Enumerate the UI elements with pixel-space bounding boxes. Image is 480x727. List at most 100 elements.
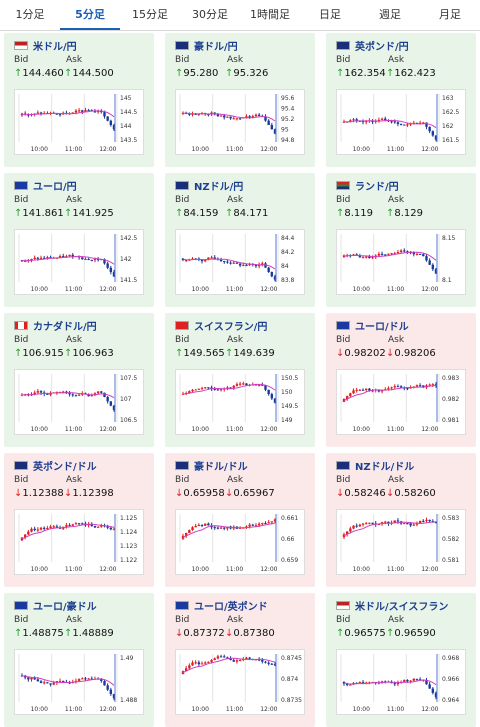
mini-chart[interactable]: 84.4 84.2 84 83.8 10:00 11:00 12:00	[175, 229, 305, 295]
chart-svg: 145 144.5 144 143.5 10:00 11:00 12:00	[18, 94, 137, 153]
mini-chart[interactable]: 163 162.5 162 161.5 10:00 11:00 12:00	[336, 89, 466, 155]
mini-chart[interactable]: 8.15 8.1 10:00 11:00 12:00	[336, 229, 466, 295]
pair-card[interactable]: NZドル/ドル Bid Ask ↓0.58246 ↓0.58260 0.583 0.582 0…	[326, 453, 476, 587]
mini-chart[interactable]: 0.968 0.966 0.964 10:00 11:00 12:00	[336, 649, 466, 715]
pair-name[interactable]: ユーロ/英ポンド	[175, 598, 268, 613]
candle-body	[100, 679, 103, 682]
pair-card[interactable]: ユーロ/円 Bid Ask ↑141.861 ↑141.925 142.5 142 141.5…	[4, 173, 154, 307]
tab-4[interactable]: 1時間足	[250, 8, 290, 21]
pair-name[interactable]: ユーロ/豪ドル	[14, 598, 97, 613]
pair-name[interactable]: 米ドル/スイスフラン	[336, 598, 449, 613]
candle-body	[365, 388, 368, 391]
eu-flag-icon	[175, 600, 189, 610]
ask-price: 1.48889	[72, 628, 114, 639]
pair-card[interactable]: 英ポンド/ドル Bid Ask ↓1.12388 ↓1.12398 1.125 1.124 1…	[4, 453, 154, 587]
down-arrow-icon: ↓	[336, 348, 345, 359]
mini-chart[interactable]: 0.8745 0.874 0.8735 10:00 11:00 12:00	[175, 649, 305, 715]
mini-chart[interactable]: 95.6 95.4 95.2 95 94.8 10:00 11:00 12:00	[175, 89, 305, 155]
mini-chart[interactable]: 0.983 0.982 0.981 10:00 11:00 12:00	[336, 369, 466, 435]
x-tick-label: 10:00	[353, 566, 370, 573]
x-tick-label: 12:00	[260, 426, 277, 433]
candle-body	[223, 261, 226, 263]
tab-5[interactable]: 日足	[319, 8, 341, 21]
x-tick-label: 12:00	[421, 426, 438, 433]
candle-body	[235, 384, 239, 386]
candle-body	[213, 388, 216, 390]
ask-value: ↑0.96590	[386, 628, 436, 639]
ask-label: Ask	[388, 335, 405, 345]
candle-body	[345, 531, 349, 535]
bid-label: Bid	[14, 195, 29, 205]
candle-body	[418, 679, 422, 681]
y-tick-label: 162.5	[442, 109, 459, 116]
nz-flag-icon	[175, 180, 189, 190]
pair-card[interactable]: 米ドル/スイスフラン Bid Ask ↑0.96575 ↑0.96590 0.968 0.9…	[326, 593, 476, 727]
tab-1[interactable]: 5分足	[60, 0, 120, 30]
mini-chart[interactable]: 0.661 0.66 0.659 10:00 11:00 12:00	[175, 509, 305, 575]
down-arrow-icon: ↓	[175, 628, 184, 639]
mini-chart[interactable]: 142.5 142 141.5 10:00 11:00 12:00	[14, 229, 144, 295]
candle-body	[93, 525, 97, 528]
candle-body	[415, 385, 419, 387]
pair-name[interactable]: NZドル/円	[175, 178, 243, 193]
candle-body	[58, 256, 62, 258]
y-tick-label: 0.8745	[281, 655, 302, 662]
pair-name[interactable]: スイスフラン/円	[175, 318, 267, 333]
mini-chart[interactable]: 1.125 1.124 1.123 1.122 10:00 11:00 12:00	[14, 509, 144, 575]
candle-body	[349, 684, 352, 686]
candle-body	[431, 131, 435, 136]
moving-average-line	[21, 110, 115, 118]
pair-card[interactable]: 豪ドル/円 Bid Ask ↑95.280 ↑95.326 95.6 95.4 95.2 95 9…	[165, 33, 315, 167]
pair-name[interactable]: カナダドル/円	[14, 318, 97, 333]
x-tick-label: 10:00	[192, 706, 209, 713]
ask-price: 149.639	[233, 348, 275, 359]
mini-chart[interactable]: 0.583 0.582 0.581 10:00 11:00 12:00	[336, 509, 466, 575]
pair-name[interactable]: 豪ドル/円	[175, 38, 238, 53]
pair-card[interactable]: スイスフラン/円 Bid Ask ↑149.565 ↑149.639 150.5 150 14…	[165, 313, 315, 447]
pair-name[interactable]: NZドル/ドル	[336, 458, 414, 473]
pair-card[interactable]: 豪ドル/ドル Bid Ask ↓0.65958 ↓0.65967 0.661 0.66 0.6…	[165, 453, 315, 587]
candle-body	[52, 526, 55, 528]
candle-body	[428, 384, 431, 386]
tab-0[interactable]: 1分足	[15, 8, 45, 21]
tab-6[interactable]: 週足	[379, 8, 401, 21]
pair-name[interactable]: ユーロ/円	[14, 178, 77, 193]
mini-chart[interactable]: 145 144.5 144 143.5 10:00 11:00 12:00	[14, 89, 144, 155]
pair-name[interactable]: ユーロ/ドル	[336, 318, 409, 333]
mini-chart[interactable]: 150.5 150 149.5 149 10:00 11:00 12:00	[175, 369, 305, 435]
pair-card[interactable]: NZドル/円 Bid Ask ↑84.159 ↑84.171 84.4 84.2 84 83.8…	[165, 173, 315, 307]
candle-body	[33, 392, 36, 395]
pair-name[interactable]: 英ポンド/円	[336, 38, 409, 53]
candle-body	[49, 683, 52, 685]
y-tick-label: 144	[120, 123, 132, 130]
pair-card[interactable]: カナダドル/円 Bid Ask ↑106.915 ↑106.963 107.5 107 106…	[4, 313, 154, 447]
candle-body	[87, 110, 90, 112]
pair-card[interactable]: ユーロ/ドル Bid Ask ↓0.98202 ↓0.98206 0.983 0.982 0.…	[326, 313, 476, 447]
y-tick-label: 94.8	[281, 137, 295, 144]
ask-label: Ask	[227, 195, 244, 205]
tab-3[interactable]: 30分足	[192, 8, 228, 21]
pair-card[interactable]: ランド/円 Bid Ask ↑8.119 ↑8.129 8.15 8.1 10:00 11:00…	[326, 173, 476, 307]
pair-name[interactable]: ランド/円	[336, 178, 399, 193]
pair-card[interactable]: 米ドル/円 Bid Ask ↑144.460 ↑144.500 145 144.5 144 14…	[4, 33, 154, 167]
pair-name-text: ユーロ/豪ドル	[33, 601, 97, 613]
mini-chart[interactable]: 1.49 1.488 10:00 11:00 12:00	[14, 649, 144, 715]
x-tick-label: 10:00	[353, 146, 370, 153]
tab-2[interactable]: 15分足	[132, 8, 168, 21]
ask-label: Ask	[388, 475, 405, 485]
tab-7[interactable]: 月足	[439, 8, 461, 21]
candle-body	[403, 523, 406, 525]
candle-body	[207, 257, 210, 260]
pair-name[interactable]: 米ドル/円	[14, 38, 77, 53]
pair-name[interactable]: 豪ドル/ドル	[175, 458, 248, 473]
pair-card[interactable]: 英ポンド/円 Bid Ask ↑162.354 ↑162.423 163 162.5 162 1…	[326, 33, 476, 167]
pair-name-text: 米ドル/スイスフラン	[355, 601, 449, 613]
bid-price: 84.159	[183, 208, 219, 219]
pair-card[interactable]: ユーロ/英ポンド Bid Ask ↓0.87372 ↓0.87380 0.8745 0.87…	[165, 593, 315, 727]
pair-name-text: ユーロ/円	[33, 181, 77, 193]
candle-body	[361, 121, 365, 123]
pair-name[interactable]: 英ポンド/ドル	[14, 458, 97, 473]
pair-card[interactable]: ユーロ/豪ドル Bid Ask ↑1.48875 ↑1.48889 1.49 1.488 10…	[4, 593, 154, 727]
candle-body	[84, 678, 87, 680]
mini-chart[interactable]: 107.5 107 106.5 10:00 11:00 12:00	[14, 369, 144, 435]
